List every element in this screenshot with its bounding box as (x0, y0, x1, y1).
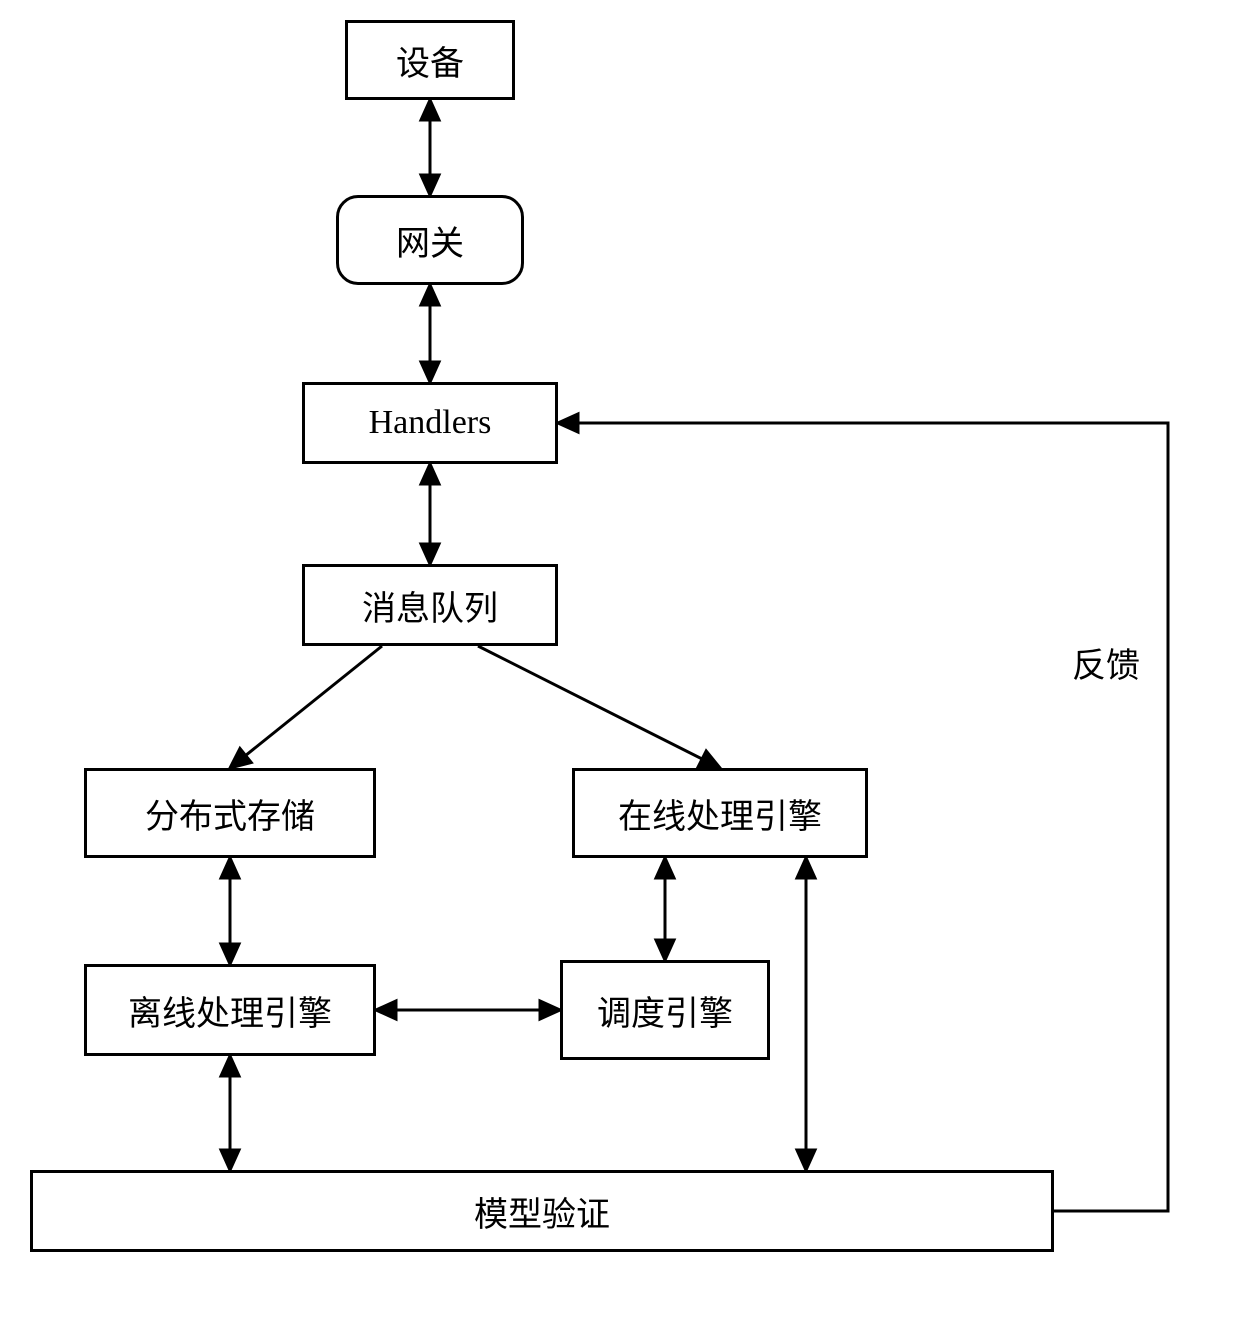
edges-layer (0, 0, 1240, 1331)
node-distributed-storage: 分布式存储 (84, 768, 376, 858)
node-offline-engine: 离线处理引擎 (84, 964, 376, 1056)
node-device: 设备 (345, 20, 515, 100)
node-scheduler-engine: 调度引擎 (560, 960, 770, 1060)
node-message-queue: 消息队列 (302, 564, 558, 646)
diagram-canvas: 设备 网关 Handlers 消息队列 分布式存储 在线处理引擎 离线处理引擎 … (0, 0, 1240, 1331)
node-gateway-label: 网关 (396, 216, 464, 265)
node-message-queue-label: 消息队列 (362, 581, 498, 630)
node-distributed-storage-label: 分布式存储 (145, 789, 315, 838)
node-device-label: 设备 (396, 36, 464, 85)
node-handlers: Handlers (302, 382, 558, 464)
node-scheduler-engine-label: 调度引擎 (597, 986, 733, 1035)
node-model-verify-label: 模型验证 (474, 1187, 610, 1236)
node-gateway: 网关 (336, 195, 524, 285)
node-online-engine: 在线处理引擎 (572, 768, 868, 858)
node-handlers-label: Handlers (369, 404, 492, 442)
node-model-verify: 模型验证 (30, 1170, 1054, 1252)
feedback-label-text: 反馈 (1072, 648, 1140, 685)
feedback-label: 反馈 (1072, 638, 1140, 687)
node-online-engine-label: 在线处理引擎 (618, 789, 822, 838)
node-offline-engine-label: 离线处理引擎 (128, 986, 332, 1035)
